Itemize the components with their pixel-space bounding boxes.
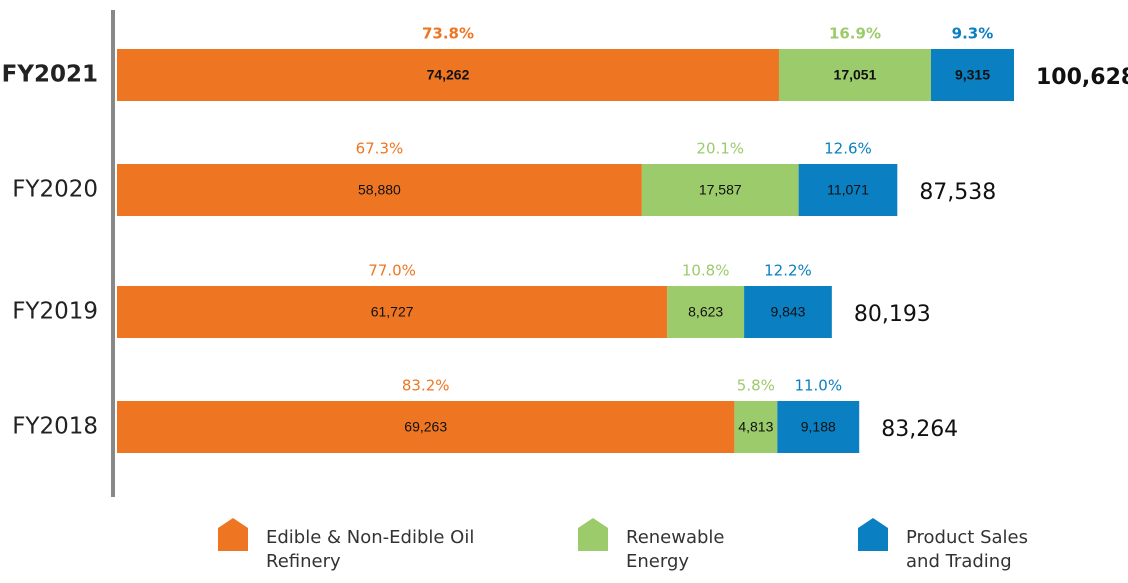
bar-segment bbox=[930, 49, 1014, 101]
total-label: 80,193 bbox=[854, 302, 931, 327]
share-label: 12.2% bbox=[764, 262, 812, 280]
bar-segment bbox=[117, 164, 642, 216]
legend-label: Product Sales and Trading bbox=[906, 527, 1028, 572]
share-label: 9.3% bbox=[952, 25, 994, 43]
total-label: 100,628 bbox=[1036, 65, 1128, 90]
segment-label: 17,587 bbox=[699, 182, 742, 198]
segment-label: 58,880 bbox=[358, 182, 401, 198]
segment-label: 9,188 bbox=[801, 419, 836, 435]
category-label: FY2018 bbox=[12, 414, 98, 440]
bar-segment bbox=[798, 164, 898, 216]
category-label: FY2019 bbox=[12, 299, 98, 325]
segment-label: 4,813 bbox=[738, 419, 773, 435]
share-label: 12.6% bbox=[824, 140, 872, 158]
share-label: 77.0% bbox=[368, 262, 416, 280]
legend-label: Renewable Energy bbox=[626, 527, 725, 572]
bar-segment bbox=[734, 401, 778, 453]
segment-label: 74,262 bbox=[427, 67, 470, 83]
total-label: 83,264 bbox=[881, 417, 958, 442]
segment-label: 9,315 bbox=[955, 67, 990, 83]
category-label: FY2020 bbox=[12, 177, 98, 203]
bar-segment bbox=[667, 286, 745, 338]
total-label: 87,538 bbox=[919, 180, 996, 205]
share-label: 73.8% bbox=[422, 25, 474, 43]
bar-segment bbox=[117, 401, 735, 453]
share-label: 16.9% bbox=[829, 25, 881, 43]
bar-segment bbox=[117, 286, 668, 338]
bar-segment bbox=[777, 401, 860, 453]
share-label: 10.8% bbox=[682, 262, 730, 280]
segment-label: 8,623 bbox=[688, 304, 723, 320]
segment-label: 9,843 bbox=[770, 304, 805, 320]
legend-swatch bbox=[578, 518, 608, 551]
bar-segment bbox=[117, 49, 779, 101]
share-label: 5.8% bbox=[737, 377, 775, 395]
bar-segment bbox=[744, 286, 832, 338]
bar-segment bbox=[641, 164, 799, 216]
bar-segment bbox=[778, 49, 931, 101]
segment-label: 11,071 bbox=[827, 182, 869, 198]
category-label: FY2021 bbox=[2, 62, 98, 88]
share-label: 67.3% bbox=[356, 140, 404, 158]
segment-label: 61,727 bbox=[371, 304, 414, 320]
share-label: 83.2% bbox=[402, 377, 450, 395]
legend-label: Edible & Non-Edible Oil Refinery bbox=[266, 527, 475, 572]
segment-label: 69,263 bbox=[404, 419, 447, 435]
share-label: 11.0% bbox=[794, 377, 842, 395]
share-label: 20.1% bbox=[696, 140, 744, 158]
segment-label: 17,051 bbox=[834, 67, 877, 83]
legend-swatch bbox=[858, 518, 888, 551]
legend-swatch bbox=[218, 518, 248, 551]
